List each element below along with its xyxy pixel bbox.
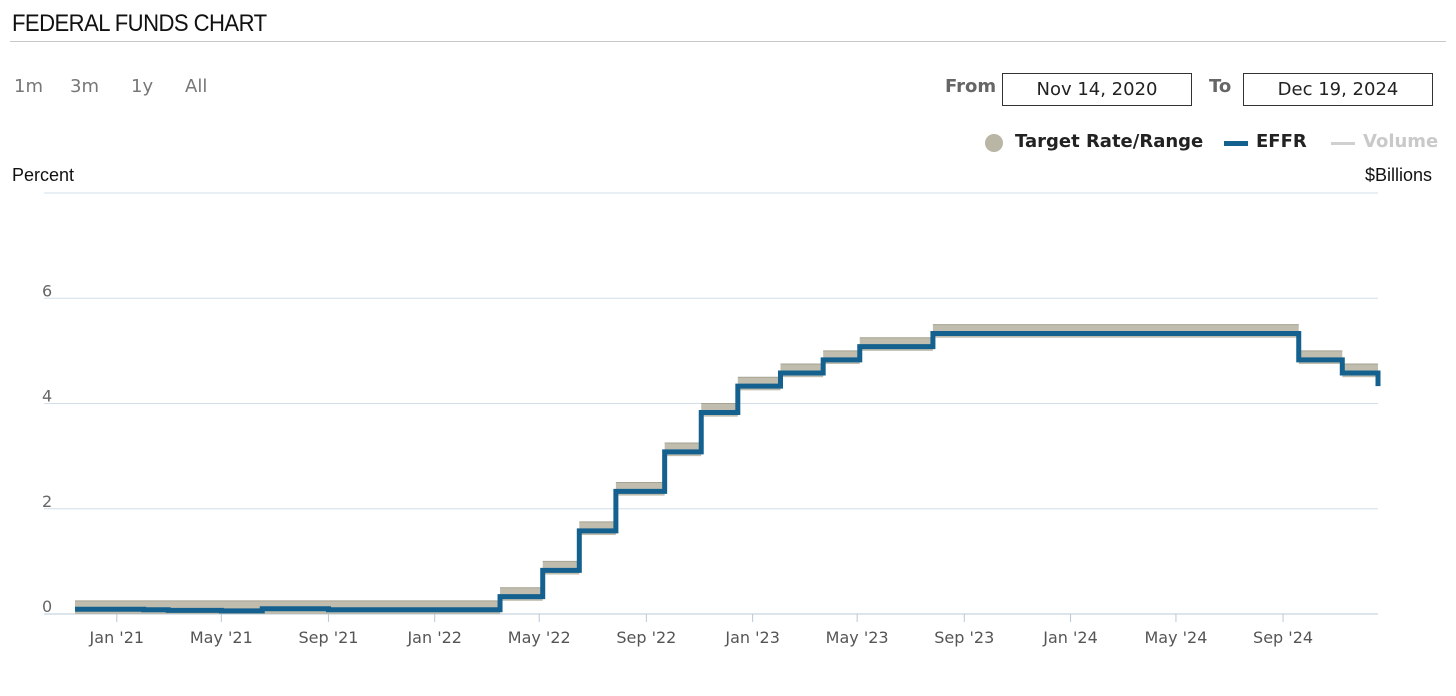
range-button-all[interactable]: All xyxy=(185,76,208,97)
x-tick-label: May '23 xyxy=(826,628,889,647)
legend-effr-label: EFFR xyxy=(1256,131,1307,152)
x-tick-label: Sep '23 xyxy=(934,628,994,647)
legend-target-marker xyxy=(985,134,1003,152)
from-label: From xyxy=(945,76,997,97)
range-button-1m[interactable]: 1m xyxy=(14,76,43,97)
legend-volume-marker xyxy=(1331,142,1355,145)
page-title: FEDERAL FUNDS CHART xyxy=(12,10,267,37)
x-tick-label: Sep '21 xyxy=(298,628,358,647)
left-axis-title: Percent xyxy=(12,165,75,185)
range-button-1y[interactable]: 1y xyxy=(131,76,154,97)
x-tick-label: Sep '22 xyxy=(616,628,676,647)
effr-series-line xyxy=(75,331,1381,614)
y-tick-label: 0 xyxy=(42,597,52,616)
range-button-3m[interactable]: 3m xyxy=(70,76,99,97)
x-tick-label: May '24 xyxy=(1144,628,1207,647)
title-divider xyxy=(10,41,1446,42)
x-tick-label: May '21 xyxy=(190,628,253,647)
to-date-input[interactable]: Dec 19, 2024 xyxy=(1243,73,1433,106)
legend-volume-label: Volume xyxy=(1363,131,1439,152)
x-tick-label: Jan '22 xyxy=(406,628,462,647)
legend-target-label: Target Rate/Range xyxy=(1015,131,1204,152)
x-tick-label: Sep '24 xyxy=(1253,628,1313,647)
legend-effr-marker xyxy=(1224,141,1248,146)
right-axis-title: $Billions xyxy=(1364,165,1432,185)
x-tick-label: Jan '24 xyxy=(1042,628,1098,647)
y-tick-label: 4 xyxy=(42,387,52,406)
y-tick-label: 6 xyxy=(42,281,52,300)
from-date-input[interactable]: Nov 14, 2020 xyxy=(1002,73,1192,106)
y-tick-label: 2 xyxy=(42,492,52,511)
x-tick-label: Jan '21 xyxy=(89,628,145,647)
x-tick-label: Jan '23 xyxy=(724,628,780,647)
to-label: To xyxy=(1209,76,1232,97)
x-tick-label: May '22 xyxy=(508,628,571,647)
